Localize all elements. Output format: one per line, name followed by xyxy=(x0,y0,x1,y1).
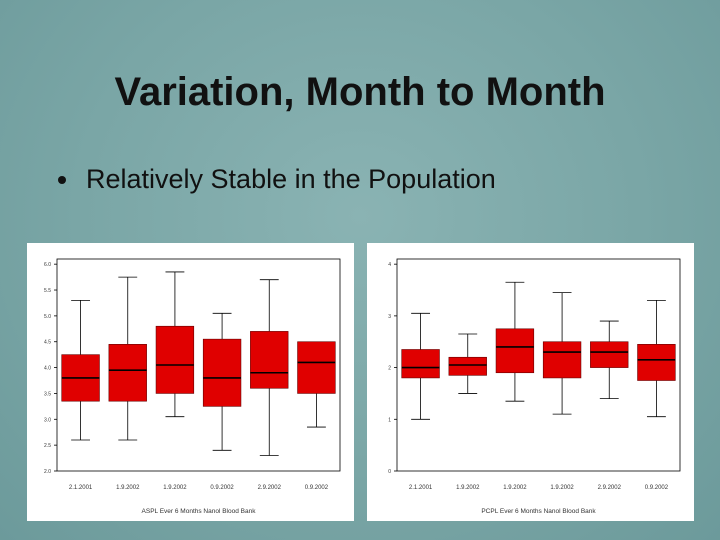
left-box-body xyxy=(297,341,336,394)
left-y-tick-label: 4.5 xyxy=(44,340,51,346)
right-y-tick-label: 4 xyxy=(388,262,391,268)
left-box-plot: 2.0 2.5 3.0 3.5 4.0 4.5 5.0 5.5 6.0 2.1.2001 1.9.2… xyxy=(44,258,341,515)
left-box-body xyxy=(250,331,289,389)
right-category-label: 1.9.2002 xyxy=(550,485,574,491)
right-box-body xyxy=(590,341,629,368)
left-category-label: 0.9.2002 xyxy=(210,485,234,491)
left-box-body xyxy=(155,325,195,394)
right-box-3 xyxy=(495,281,535,402)
right-y-tick-label: 1 xyxy=(388,417,391,423)
right-box-body xyxy=(401,349,440,379)
right-category-label: 1.9.2002 xyxy=(456,485,480,491)
right-y-tick-label: 2 xyxy=(388,366,391,372)
right-caption: PCPL Ever 6 Months Nanol Blood Bank xyxy=(481,508,596,515)
left-y-tick-label: 5.0 xyxy=(44,314,51,320)
right-box-6 xyxy=(637,299,676,418)
left-plot-frame xyxy=(56,258,341,472)
right-box-body xyxy=(448,356,487,376)
right-plot-frame xyxy=(396,258,681,472)
right-y-tick-label: 3 xyxy=(388,314,391,320)
right-box-4 xyxy=(542,292,582,415)
left-category-label: 1.9.2002 xyxy=(116,485,140,491)
bullet-dot-icon xyxy=(58,175,66,184)
right-box-body xyxy=(637,344,676,381)
right-category-label: 2.1.2001 xyxy=(409,485,433,491)
right-box-5 xyxy=(590,320,629,400)
left-y-tick-label: 3.0 xyxy=(44,417,51,423)
left-box-4 xyxy=(202,312,242,451)
right-box-plot-panel: 0 1 2 3 4 2.1.2001 1.9.2002 1.9.2002 1.9.2002 2.9… xyxy=(367,243,694,521)
left-y-tick-label: 2.5 xyxy=(44,443,51,449)
left-box-body xyxy=(202,338,242,407)
left-category-label: 2.1.2001 xyxy=(69,485,93,491)
left-category-label: 2.9.2002 xyxy=(258,485,282,491)
right-box-body xyxy=(542,341,582,379)
left-category-label: 0.9.2002 xyxy=(305,485,329,491)
slide-title: Variation, Month to Month xyxy=(114,70,606,114)
bullet-text: Relatively Stable in the Population xyxy=(86,164,496,194)
left-y-tick-label: 3.5 xyxy=(44,391,51,397)
right-category-label: 0.9.2002 xyxy=(645,485,669,491)
bullet-point: Relatively Stable in the Population xyxy=(58,164,496,195)
right-category-label: 2.9.2002 xyxy=(598,485,622,491)
left-category-label: 1.9.2002 xyxy=(163,485,187,491)
left-box-6 xyxy=(297,341,336,428)
left-box-1 xyxy=(61,299,100,441)
right-y-tick-label: 0 xyxy=(388,469,391,475)
right-box-plot: 0 1 2 3 4 2.1.2001 1.9.2002 1.9.2002 1.9.2002 2.9… xyxy=(388,258,681,515)
right-category-label: 1.9.2002 xyxy=(503,485,527,491)
left-y-tick-label: 2.0 xyxy=(44,469,51,475)
right-box-1 xyxy=(401,312,440,420)
left-y-tick-label: 6.0 xyxy=(44,262,51,268)
left-y-tick-label: 4.0 xyxy=(44,366,51,372)
right-box-2 xyxy=(448,333,487,394)
right-box-body xyxy=(495,328,535,374)
left-box-plot-panel: 2.0 2.5 3.0 3.5 4.0 4.5 5.0 5.5 6.0 2.1.2001 1.9.2… xyxy=(27,243,354,521)
left-box-body xyxy=(108,344,147,402)
left-y-tick-label: 5.5 xyxy=(44,288,51,294)
left-box-2 xyxy=(108,276,147,441)
left-caption: ASPL Ever 6 Months Nanol Blood Bank xyxy=(142,508,257,515)
left-box-3 xyxy=(155,271,195,418)
left-box-5 xyxy=(250,279,289,456)
